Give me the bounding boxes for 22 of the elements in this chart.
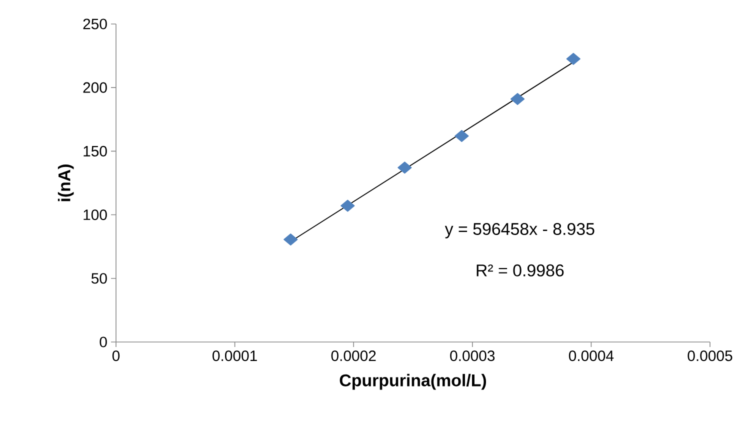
x-axis-title: Cpurpurina(mol/L) [340,374,486,390]
y-tick-label: 0 [100,336,107,348]
x-tick-label: 0.0005 [688,350,732,362]
y-tick-label: 200 [83,82,107,93]
point [284,233,298,246]
x-tick-label: 0.0001 [212,350,257,362]
y-axis-title: i(nA) [58,164,74,202]
point [566,52,580,65]
point [454,130,469,142]
x-tick-label: 0.0004 [568,350,614,362]
x-tick-label: 0 [112,350,120,362]
annotation: y = 596458x - 8.935 [444,223,594,238]
x-tick-label: 0.0002 [331,350,376,362]
y-tick-label: 250 [83,18,107,30]
point [398,162,412,174]
y-tick-label: 150 [84,146,107,156]
x-tick-label: 0.0003 [450,350,495,362]
y-tick-label: 50 [91,273,107,284]
y-tick-label: 100 [84,209,107,220]
annotation: R² = 0.9986 [476,264,564,276]
point [340,200,355,212]
point [510,93,525,106]
